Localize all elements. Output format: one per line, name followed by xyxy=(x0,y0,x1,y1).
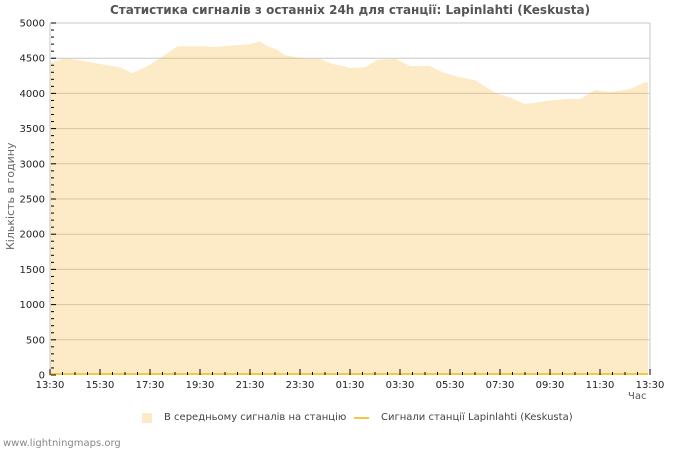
x-tick-label: 15:30 xyxy=(86,380,115,391)
x-tick-label: 21:30 xyxy=(236,380,265,391)
y-tick-label: 2500 xyxy=(20,195,45,206)
y-tick-label: 3500 xyxy=(20,124,45,135)
y-tick-label: 4000 xyxy=(20,89,45,100)
legend-item-average[interactable]: В середньому сигналів на станцію xyxy=(142,412,346,423)
legend-item-station[interactable]: Сигнали станції Lapinlahti (Keskusta) xyxy=(354,412,573,423)
x-tick-label: 01:30 xyxy=(336,380,365,391)
x-tick-label: 17:30 xyxy=(136,380,165,391)
x-tick-label: 13:30 xyxy=(36,380,65,391)
y-tick-label: 1000 xyxy=(20,300,45,311)
x-tick-label: 13:30 xyxy=(636,380,665,391)
x-axis-label: Час xyxy=(628,391,647,402)
x-tick-label: 05:30 xyxy=(436,380,465,391)
x-tick-label: 11:30 xyxy=(586,380,615,391)
legend-label-station: Сигнали станції Lapinlahti (Keskusta) xyxy=(381,412,573,423)
y-tick-label: 500 xyxy=(26,335,45,346)
x-tick-label: 23:30 xyxy=(286,380,315,391)
y-tick-label: 2000 xyxy=(20,230,45,241)
average-signals-area xyxy=(50,41,648,375)
chart-legend: В середньому сигналів на станцію Сигнали… xyxy=(0,412,700,426)
footer-link[interactable]: www.lightningmaps.org xyxy=(3,438,121,449)
y-tick-label: 5000 xyxy=(20,19,45,30)
legend-swatch-area xyxy=(142,412,152,423)
x-tick-label: 09:30 xyxy=(536,380,565,391)
y-tick-label: 3000 xyxy=(20,159,45,170)
x-tick-label: 03:30 xyxy=(386,380,415,391)
chart-title: Статистика сигналів з останніх 24h для с… xyxy=(109,3,591,17)
y-tick-label: 0 xyxy=(39,371,45,382)
y-tick-label: 1500 xyxy=(20,265,45,276)
legend-swatch-line xyxy=(354,416,369,419)
y-tick-label: 4500 xyxy=(20,54,45,65)
x-tick-label: 19:30 xyxy=(186,380,215,391)
chart-plot-area: 0 500 1000 1500 2000 2500 3000 3500 4000 4500 5000… xyxy=(20,19,665,392)
x-tick-label: 07:30 xyxy=(486,380,515,391)
legend-label-average: В середньому сигналів на станцію xyxy=(164,412,347,423)
